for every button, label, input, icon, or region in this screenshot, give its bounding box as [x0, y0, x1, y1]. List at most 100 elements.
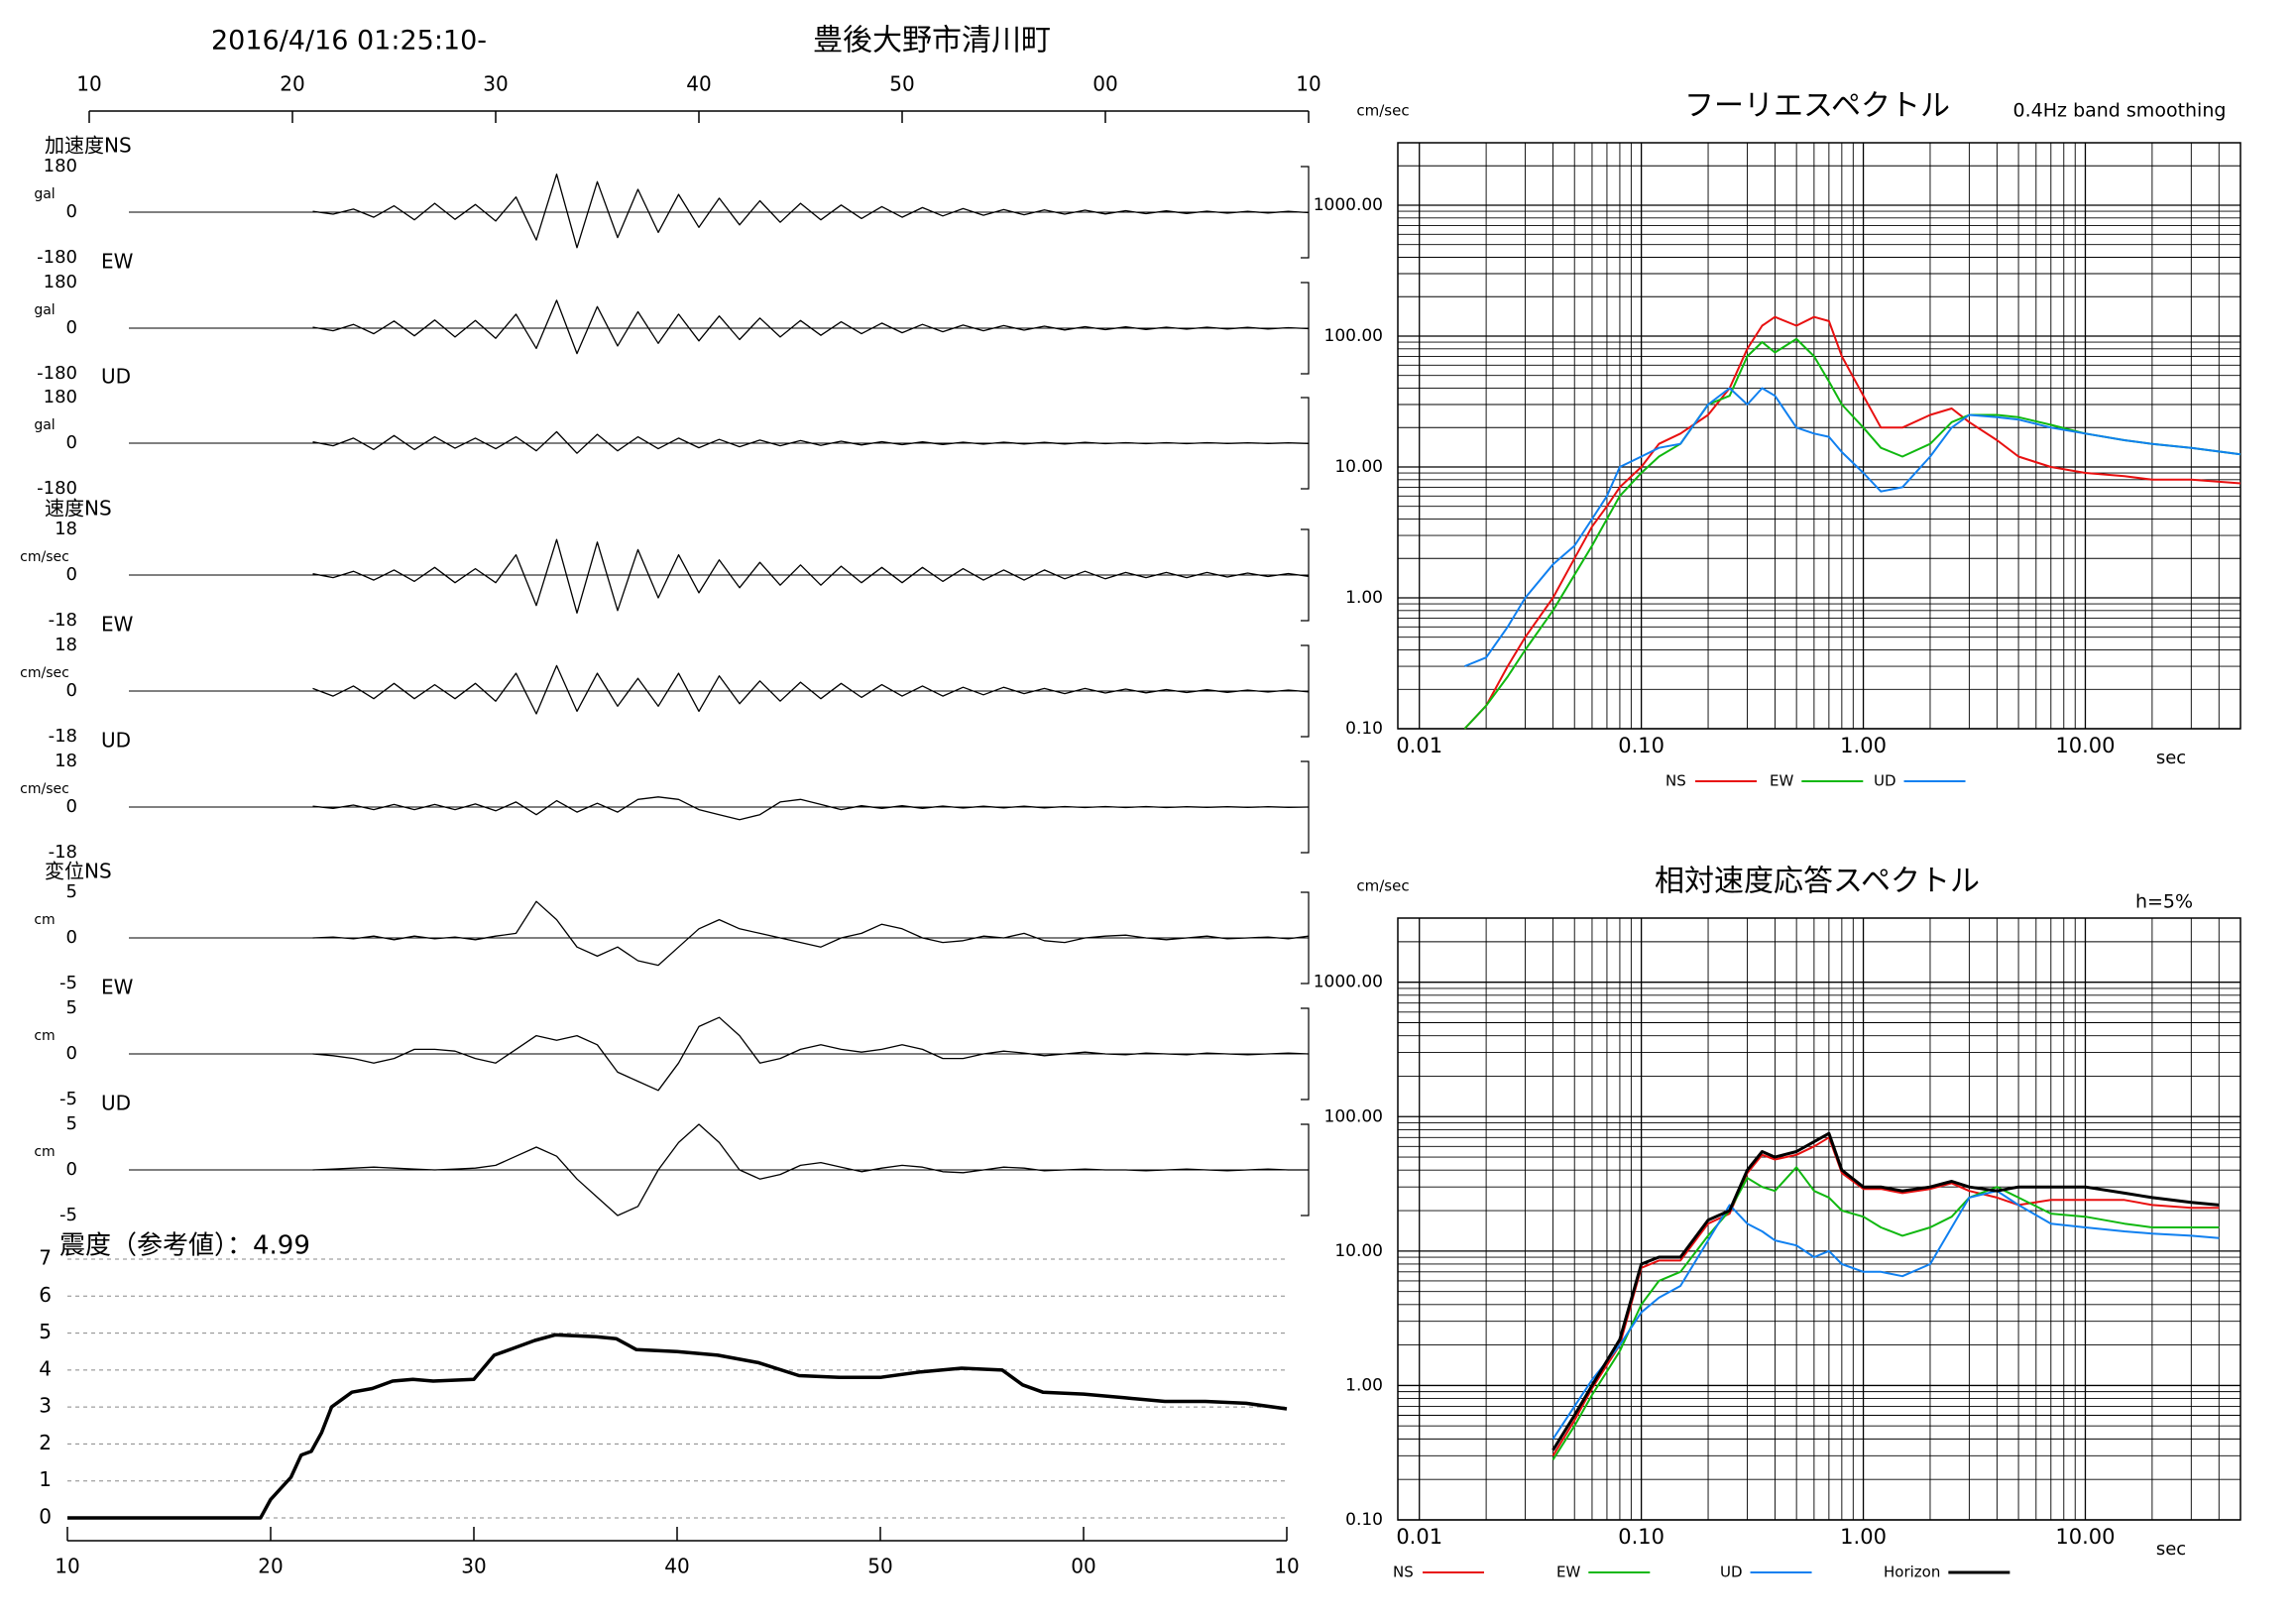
series-line: [1463, 337, 2241, 730]
y-tick-label: 10.00: [1334, 457, 1383, 477]
y-tick-label: 0: [66, 564, 77, 585]
legend-label: NS: [1665, 772, 1686, 790]
y-tick-label: 0: [66, 317, 77, 338]
y-tick-label: -18: [49, 610, 77, 631]
y-tick-label: -5: [59, 973, 77, 993]
legend-label: Horizon: [1884, 1564, 1940, 1581]
series-name: UD: [101, 1092, 131, 1115]
x-tick-label: 1.00: [1840, 1525, 1887, 1549]
panel-label: 加速度: [45, 134, 104, 158]
y-tick-label: 1: [39, 1467, 52, 1491]
y-tick-label: 0: [66, 796, 77, 817]
x-tick-label: 0.01: [1396, 734, 1442, 757]
y-tick-label: 1.00: [1345, 1375, 1383, 1395]
y-tick-label: 5: [66, 997, 77, 1018]
unit: cm/sec: [20, 549, 69, 565]
x-tick-label: 30: [483, 72, 508, 96]
y-tick-label: -5: [59, 1089, 77, 1109]
x-tick-label: 50: [889, 72, 914, 96]
y-tick-label: 0: [66, 1159, 77, 1180]
unit: cm: [34, 1144, 55, 1160]
y-tick-label: 0: [39, 1505, 52, 1529]
panel-label: 変位: [45, 860, 84, 883]
series-name: EW: [101, 976, 134, 999]
unit: cm: [34, 912, 55, 928]
y-tick-label: 1.00: [1345, 588, 1383, 608]
y-tick-label: 0: [66, 432, 77, 453]
x-tick-label: 1.00: [1840, 734, 1887, 757]
unit: cm/sec: [20, 665, 69, 681]
y-tick-label: 4: [39, 1356, 52, 1380]
unit: gal: [34, 302, 55, 318]
subtitle: 0.4Hz band smoothing: [2013, 100, 2227, 122]
y-tick-label: 2: [39, 1431, 52, 1454]
x-tick-label: 50: [867, 1555, 892, 1578]
station: 豊後大野市清川町: [813, 24, 1051, 58]
series-name: NS: [104, 134, 132, 158]
waveform: [312, 796, 1310, 821]
x-tick-label: 10: [1274, 1555, 1299, 1578]
y-tick-label: -180: [37, 247, 77, 268]
y-tick-label: 5: [66, 881, 77, 902]
y-tick-label: 100.00: [1324, 326, 1383, 346]
series-line: [1551, 1166, 2220, 1460]
y-tick-label: -180: [37, 478, 77, 499]
unit: cm: [34, 1028, 55, 1044]
x-tick-label: 00: [1071, 1555, 1095, 1578]
y-tick-label: 0.10: [1345, 1510, 1383, 1530]
unit: cm/sec: [20, 781, 69, 797]
legend-label: EW: [1770, 772, 1793, 790]
x-tick-label: 0.01: [1396, 1525, 1442, 1549]
series-name: NS: [84, 497, 112, 521]
series-line: [1551, 1190, 2220, 1440]
legend-label: EW: [1556, 1564, 1580, 1581]
series-name: EW: [101, 250, 134, 274]
y-tick-label: 0.10: [1345, 719, 1383, 739]
x-tick-label: 00: [1092, 72, 1117, 96]
x-tick-label: 10.00: [2055, 734, 2115, 757]
series-name: UD: [101, 729, 131, 753]
y-tick-label: 10.00: [1334, 1241, 1383, 1261]
x-tick-label: 10: [76, 72, 101, 96]
y-tick-label: 180: [44, 387, 77, 407]
y-tick-label: 6: [39, 1283, 52, 1307]
y-tick-label: -18: [49, 842, 77, 863]
legend-label: UD: [1874, 772, 1896, 790]
series-line: [1551, 1136, 2220, 1456]
y-tick-label: 3: [39, 1394, 52, 1418]
y-tick-label: 100.00: [1324, 1106, 1383, 1126]
y-tick-label: 180: [44, 156, 77, 176]
waveform: [312, 1016, 1310, 1092]
series-line: [1551, 1131, 2220, 1451]
y-tick-label: 0: [66, 680, 77, 701]
datetime: 2016/4/16 01:25:10-: [211, 26, 487, 57]
y-tick-label: -180: [37, 363, 77, 384]
y-tick-label: 18: [55, 519, 77, 539]
series-line: [1463, 315, 2241, 730]
series-line: [1464, 387, 2241, 667]
panel-label: 速度: [45, 497, 84, 521]
y-tick-label: 180: [44, 272, 77, 292]
y-tick-label: 0: [66, 927, 77, 948]
x-tick-label: 20: [280, 72, 304, 96]
x-axis-label: sec: [2156, 1539, 2186, 1560]
chart-title: フーリエスペクトル: [1684, 89, 1950, 124]
x-tick-label: 40: [664, 1555, 689, 1578]
y-tick-label: 1000.00: [1314, 973, 1383, 992]
series-name: NS: [84, 860, 112, 883]
x-tick-label: 40: [686, 72, 711, 96]
y-tick-label: -18: [49, 726, 77, 747]
waveform: [312, 900, 1310, 967]
x-tick-label: 30: [461, 1555, 486, 1578]
x-tick-label: 0.10: [1618, 734, 1665, 757]
series-name: EW: [101, 613, 134, 637]
intensity-line: [67, 1333, 1288, 1520]
x-tick-label: 10.00: [2055, 1525, 2115, 1549]
unit: gal: [34, 417, 55, 433]
y-tick-label: 5: [66, 1113, 77, 1134]
y-axis-label: cm/sec: [1356, 102, 1409, 120]
x-tick-label: 0.10: [1618, 1525, 1665, 1549]
x-axis-label: sec: [2156, 748, 2186, 768]
